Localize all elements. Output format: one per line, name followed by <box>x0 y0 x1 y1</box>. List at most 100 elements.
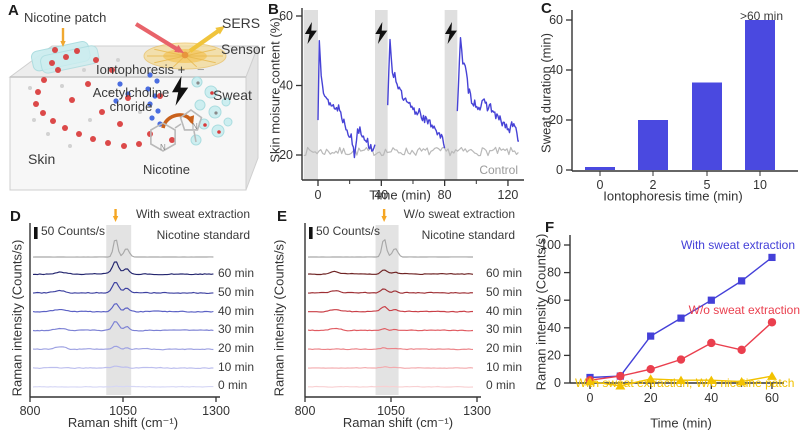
tick-label: 1050 <box>377 404 405 418</box>
nicotine-dot <box>40 110 46 116</box>
spectrum-trace <box>307 288 474 294</box>
tick-label: 60 <box>547 293 561 307</box>
nicotine-dot <box>169 137 175 143</box>
nicotine-dot <box>35 89 41 95</box>
molecule-n-label: N <box>192 122 198 131</box>
trace-label: 20 min <box>218 341 255 355</box>
chart-b-svg: 20 40 60 0 40 80 120 <box>279 8 524 202</box>
acetylcholine-dot <box>154 78 160 84</box>
moisture-line <box>387 38 446 149</box>
annotation-sers: SERS <box>222 15 261 31</box>
annotation-acetylcholine: Acetylcholine choride <box>92 85 170 114</box>
square-marker <box>768 253 776 262</box>
spectrum-trace <box>308 366 474 369</box>
annotation-sweat: Sweat <box>213 87 252 103</box>
tick-label: 20 <box>547 348 561 362</box>
circle-marker <box>616 371 625 381</box>
tick-label: 60 <box>549 13 563 27</box>
nicotine-dot <box>157 93 163 99</box>
square-marker <box>647 332 655 340</box>
acetylcholine-dot <box>147 101 153 107</box>
tick-label: 80 <box>547 266 561 280</box>
trace-label: 0 min <box>486 378 516 392</box>
tick-label: 1300 <box>202 404 230 418</box>
tick-label: 5 <box>704 178 711 192</box>
panel-b-label: B <box>268 1 279 18</box>
square-marker <box>677 314 685 322</box>
panel-d-label: D <box>10 208 21 225</box>
spectrum-trace <box>32 385 214 388</box>
nicotine-dot <box>125 95 131 101</box>
nicotine-dot <box>121 143 127 149</box>
tick-label: 1050 <box>109 404 137 418</box>
bar <box>745 20 775 170</box>
arrow-head <box>112 216 119 222</box>
acetylcholine-dot <box>149 115 155 121</box>
nicotine-dot <box>69 97 75 103</box>
sweat-droplet <box>194 99 206 111</box>
nicotine-dot <box>117 121 123 127</box>
nicotine-dot <box>136 141 142 147</box>
nicotine-dot <box>76 131 82 137</box>
spectrum-trace <box>308 347 474 351</box>
highlight-band <box>375 225 399 395</box>
nicotine-molecule <box>150 109 203 152</box>
tick-label: 0 <box>587 391 594 405</box>
chart-b-control-label: Control <box>479 163 518 177</box>
tick-label: 40 <box>704 391 718 405</box>
nicotine-dot <box>109 67 115 73</box>
spectrum-trace <box>32 321 214 332</box>
nicotine-dot <box>93 57 99 63</box>
tick-label: 120 <box>498 188 519 202</box>
trace-label: 40 min <box>218 304 255 318</box>
spectrum-trace <box>32 365 214 369</box>
trace-label: 0 min <box>218 378 248 392</box>
triangle-marker <box>645 374 656 383</box>
trace-label: 40 min <box>486 304 523 318</box>
trace-label: 20 min <box>486 341 523 355</box>
spectrum-trace <box>32 303 214 313</box>
triangle-marker <box>766 371 777 380</box>
tick-label: 800 <box>20 404 41 418</box>
panel-f-label: F <box>545 219 555 236</box>
chart-c-ylabel: Sweat duration (min) <box>538 33 554 153</box>
spectrum-trace <box>308 385 474 388</box>
square-marker <box>738 277 746 285</box>
chart-d-standard-label: Nicotine standard <box>156 228 250 242</box>
nicotine-dot <box>147 131 153 137</box>
arrow-head <box>174 44 184 53</box>
lightning-bolt-icon <box>172 76 189 106</box>
tick-label: 60 <box>765 391 779 405</box>
panel-a-illustration: NN <box>8 22 259 191</box>
annotation-electrode-minus: − <box>197 62 205 77</box>
tick-label: 0 <box>556 163 563 177</box>
series-label-no-patch: With sweat extraction, W/o nicotine patc… <box>575 376 795 390</box>
arrow-head <box>186 115 195 125</box>
chart-c-annotation: >60 min <box>739 9 783 23</box>
chart-d-title: With sweat extraction <box>135 207 250 221</box>
spectrum-trace <box>307 327 474 332</box>
nicotine-dot <box>74 48 80 54</box>
acetylcholine-dot <box>113 98 119 104</box>
scale-bar <box>309 227 313 239</box>
moisture-line <box>317 40 376 159</box>
chart-f-xlabel: Time (min) <box>650 415 712 431</box>
spectrum-trace <box>32 282 214 294</box>
spectrum-trace <box>32 345 214 351</box>
annotation-nicotine: Nicotine <box>143 162 190 177</box>
chart-e-scalebar-label: 50 Counts/s <box>316 224 381 238</box>
bar <box>692 82 722 170</box>
tick-label: 20 <box>644 391 658 405</box>
spectrum-trace <box>307 239 473 258</box>
chart-d-xlabel: Raman shift (cm⁻¹) <box>67 415 179 430</box>
panel-e-label: E <box>277 208 288 225</box>
annotation-skin: Skin <box>28 151 56 167</box>
tick-label: 0 <box>315 188 322 202</box>
nicotine-dot <box>62 125 68 131</box>
nicotine-dot <box>105 140 111 146</box>
trace-label: 30 min <box>218 322 255 336</box>
arrow-head <box>215 26 225 35</box>
acetylcholine-dot <box>152 93 158 99</box>
triangle-marker <box>706 375 717 385</box>
